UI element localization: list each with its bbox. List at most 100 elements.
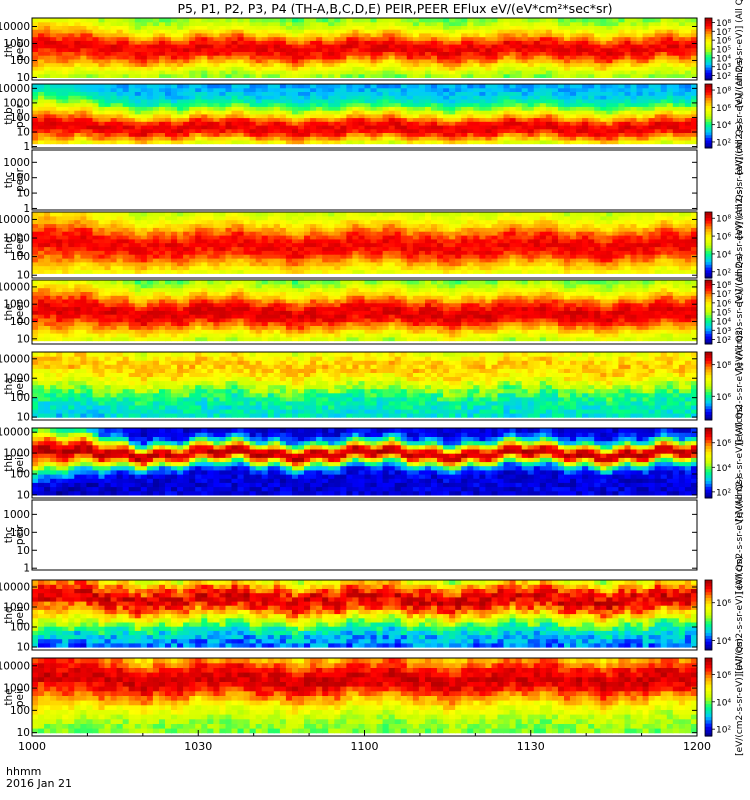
spectrogram-cell [388,55,396,60]
spectrogram-cell [630,110,638,115]
spectrogram-cell [213,36,220,41]
spectrogram-cell [110,95,118,100]
spectrogram-cell [310,51,317,56]
spectrogram-cell [165,44,172,49]
spectrogram-cell [443,250,450,255]
spectrogram-cell [437,18,444,23]
spectrogram-cell [146,95,154,100]
colorbar-step [705,121,712,125]
spectrogram-cell [491,58,499,64]
spectrogram-cell [455,29,462,34]
spectrogram-cell [672,128,680,133]
spectrogram-cell [255,55,263,60]
spectrogram-cell [273,258,281,263]
spectrogram-cell [249,238,257,244]
spectrogram-cell [273,227,281,232]
spectrogram-cell [110,246,118,251]
spectrogram-cell [152,95,160,100]
spectrogram-cell [678,98,686,104]
spectrogram-cell [74,98,81,104]
spectrogram-cell [38,44,45,49]
spectrogram-cell [92,121,100,126]
spectrogram-cell [630,51,638,56]
spectrogram-cell [418,265,426,271]
spectrogram-cell [171,25,178,30]
spectrogram-cell [521,51,529,56]
spectrogram-cell [485,246,492,251]
spectrogram-cell [183,250,190,255]
spectrogram-cell [334,261,341,267]
spectrogram-cell [195,136,202,141]
spectrogram-cell [80,125,87,130]
spectrogram-cell [394,98,402,104]
spectrogram-cell [394,132,402,137]
spectrogram-cell [418,106,426,111]
spectrogram-cell [92,87,100,92]
spectrogram-cell [406,70,414,75]
spectrogram-cell [92,219,100,225]
spectrogram-cell [304,55,311,60]
spectrogram-cell [165,18,172,23]
spectrogram-cell [231,212,239,217]
spectrogram-cell [648,87,656,92]
spectrogram-cell [515,62,523,67]
spectrogram-cell [201,87,208,92]
spectrogram-cell [539,44,547,49]
spectrogram-cell [340,215,347,221]
spectrogram-cell [654,102,662,107]
spectrogram-cell [159,44,166,49]
spectrogram-cell [564,132,571,137]
spectrogram-cell [231,21,239,26]
spectrogram-cell [340,261,347,267]
spectrogram-cell [612,125,619,130]
spectrogram-cell [449,227,456,232]
spectrogram-cell [527,235,535,240]
spectrogram-cell [449,44,456,49]
spectrogram-cell [237,212,245,217]
spectrogram-cell [207,250,214,255]
spectrogram-cell [630,87,638,92]
spectrogram-cell [612,51,619,56]
spectrogram-cell [219,113,226,119]
spectrogram-cell [485,250,492,255]
spectrogram-cell [376,102,384,107]
spectrogram-cell [110,136,118,141]
spectrogram-cell [485,66,492,71]
spectrogram-cell [249,265,257,271]
spectrogram-cell [382,136,390,141]
spectrogram-cell [231,55,239,60]
spectrogram-cell [322,66,329,71]
spectrogram-cell [473,125,480,130]
spectrogram-cell [140,106,148,111]
spectrogram-cell [177,110,184,115]
spectrogram-cell [636,102,644,107]
spectrogram-cell [606,47,613,52]
spectrogram-cell [255,113,263,119]
spectrogram-cell [564,136,571,141]
spectrogram-cell [606,55,613,60]
spectrogram-cell [394,91,402,96]
spectrogram-cell [255,246,263,251]
spectrogram-cell [412,227,420,232]
spectrogram-cell [642,117,650,122]
spectrogram-cell [62,238,69,244]
spectrogram-cell [183,66,190,71]
spectrogram-cell [515,223,523,228]
spectrogram-cell [74,261,81,267]
spectrogram-cell [582,29,589,34]
spectrogram-cell [364,66,372,71]
spectrogram-cell [684,36,692,41]
spectrogram-cell [437,113,444,119]
spectrogram-cell [364,250,372,255]
spectrogram-cell [527,47,535,52]
spectrogram-cell [449,242,456,248]
spectrogram-cell [304,66,311,71]
spectrogram-cell [412,84,420,89]
spectrogram-cell [527,250,535,255]
spectrogram-cell [86,254,93,259]
spectrogram-cell [201,70,208,75]
spectrogram-cell [80,21,87,26]
spectrogram-cell [255,70,263,75]
spectrogram-cell [159,32,166,38]
spectrogram-cell [449,51,456,56]
